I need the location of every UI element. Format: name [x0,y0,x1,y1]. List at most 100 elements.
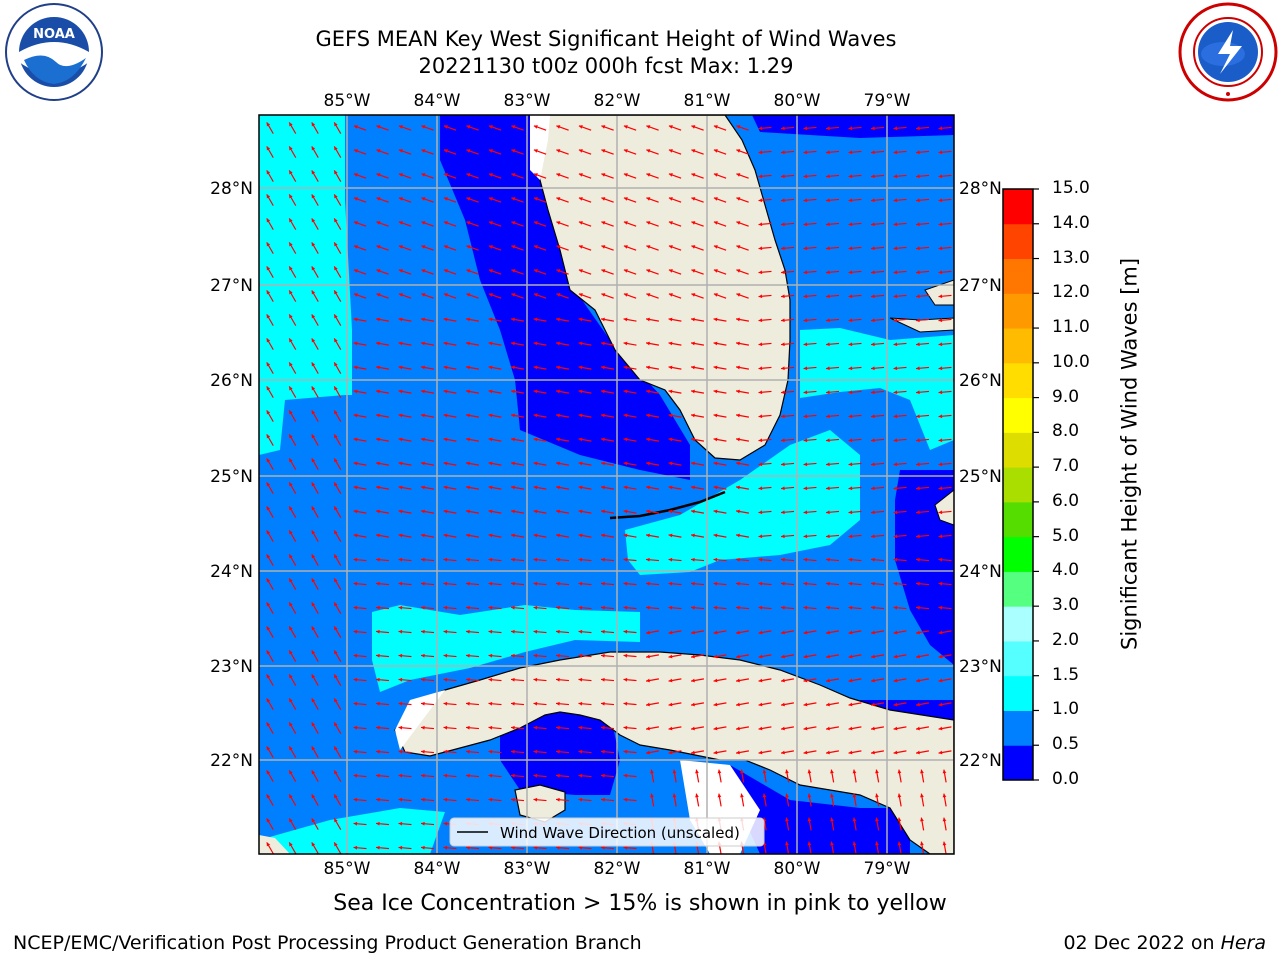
wind-arrow-head [511,293,516,297]
wind-arrow-head [691,317,695,322]
wind-arrow-head [781,294,785,299]
bahamas-andros-land [934,489,954,526]
wind-arrow-head [443,245,448,249]
wind-arrow-head [488,677,493,682]
wind-arrow-head [691,149,696,153]
lat-label-left: 27°N [210,276,253,296]
wind-arrow-head [668,678,673,683]
wind-arrow-head [691,269,696,273]
colorbar-tick-label: 6.0 [1052,490,1080,511]
wind-arrow-head [646,581,650,586]
wind-arrow-head [533,317,538,322]
wind-arrow-head [511,773,515,778]
wind-arrow-head [623,245,628,249]
wind-arrow-head [556,245,561,249]
wind-arrow-head [781,366,785,371]
wind-arrow-head [311,722,316,727]
wind-arrow-head [893,557,898,562]
wind-arrow-head [443,341,448,346]
wind-arrow-head [376,557,380,562]
wind-arrow-head [466,341,470,346]
wind-arrow-head [601,629,605,634]
wind-arrow-head [713,557,718,562]
wind-arrow-head [556,173,561,177]
wind-arrow-head [578,197,583,201]
wind-arrow-head [736,389,740,394]
wind-arrow-head [421,173,426,177]
wind-arrow-head [376,317,380,322]
wind-arrow-head [691,245,696,249]
wind-arrow-head [601,557,605,562]
wind-arrow-head [826,342,830,347]
wind-arrow-head [938,126,943,131]
wind-arrow-head [488,389,493,394]
wind-arrow-head [443,845,448,850]
wind-arrow-head [398,485,403,490]
wind-arrow-head [893,581,898,586]
wind-arrow-head [803,174,808,179]
wind-arrow-head [311,506,316,511]
wind-arrow-head [353,269,358,273]
wind-arrow-head [533,413,538,418]
wind-arrow-head [713,750,718,755]
wind-arrow-head [668,197,673,201]
wind-arrow-head [871,414,875,419]
wind-arrow-head [466,221,471,225]
wind-arrow-head [311,746,316,751]
wind-arrow-head [353,749,358,754]
wind-arrow-head [488,341,493,346]
wind-arrow-head [646,389,650,394]
wind-arrow-head [578,629,583,634]
wind-arrow-head [803,486,808,491]
wind-arrow-head [646,149,651,153]
wind-arrow-head [443,365,448,370]
wind-arrow-head [623,173,628,177]
wind-arrow-head [488,845,493,850]
wind-arrow-head [556,533,560,538]
wind-arrow-head [353,245,358,249]
lat-label-right: 28°N [959,179,1002,199]
wind-arrow-head [466,389,470,394]
wind-arrow-head [938,750,943,755]
wind-arrow-head [826,630,830,635]
wind-arrow-head [942,817,947,822]
wind-arrow-head [691,341,695,346]
wind-arrow-head [398,365,403,370]
wind-arrow-head [398,581,403,586]
wind-arrow-head [942,793,947,798]
wind-arrow-head [938,726,943,731]
wind-arrow-head [421,197,426,201]
wind-arrow-head [488,773,493,778]
wind-arrow-head [311,218,316,223]
wind-arrow-head [578,245,583,249]
wind-arrow-head [488,197,493,201]
wind-arrow-head [421,293,426,297]
wind-arrow-head [556,293,561,297]
wind-arrow-head [848,630,853,635]
wind-arrow-head [289,650,293,655]
wind-arrow-head [289,578,293,583]
wind-arrow-head [762,769,767,774]
wind-arrow-head [398,197,403,201]
wind-arrow-head [695,793,699,798]
wind-arrow-head [623,773,628,778]
wind-arrow-head [713,581,718,586]
wind-arrow-head [736,293,741,297]
wind-arrow-head [289,458,293,463]
wind-arrow-head [897,793,902,798]
wind-arrow-head [623,437,628,442]
wind-arrow-head [421,485,425,490]
wind-arrow-head [556,389,560,394]
wind-arrow-head [376,269,381,273]
wind-arrow-head [893,702,898,707]
lon-label-bottom: 83°W [504,859,551,879]
wind-arrow-head [601,341,605,346]
wind-arrow-head [398,773,403,778]
wind-arrow-head [691,750,695,755]
wind-arrow-head [311,146,316,151]
wind-arrow-head [668,293,673,297]
wind-arrow-head [893,510,898,515]
wind-arrow-head [646,221,651,225]
wind-arrow-head [601,293,606,297]
wind-arrow-head [848,486,853,491]
